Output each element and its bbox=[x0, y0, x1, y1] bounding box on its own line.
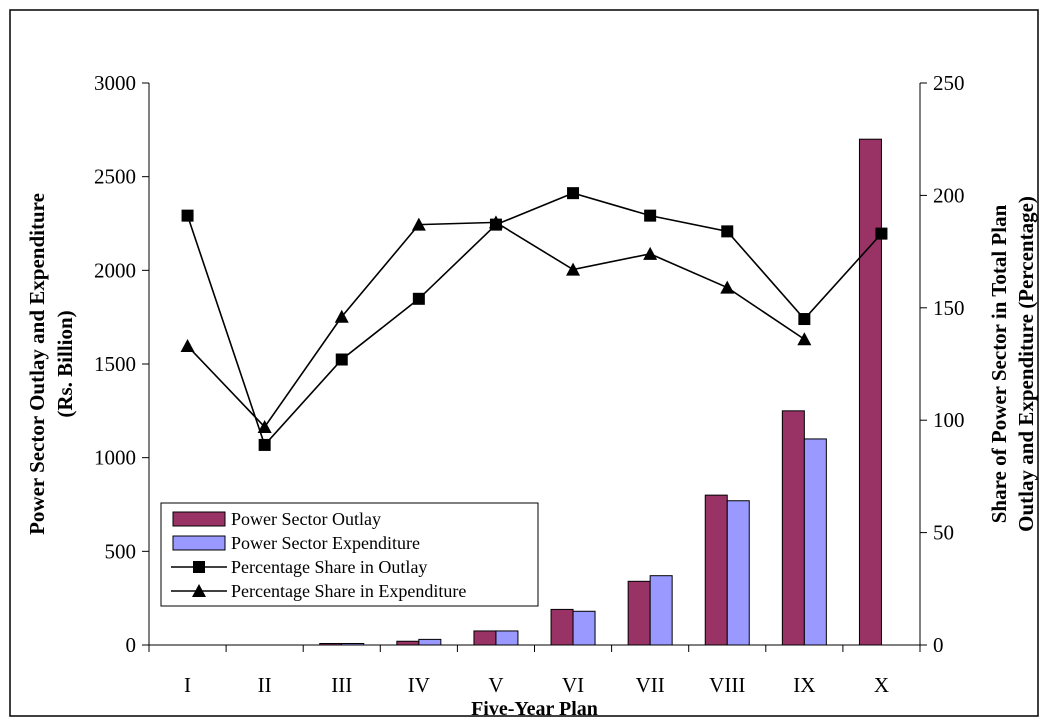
bar-power-sector-outlay bbox=[858, 138, 882, 646]
point-percentage-share-in-expenditure bbox=[720, 280, 735, 294]
bar-power-sector-outlay bbox=[473, 630, 497, 646]
x-tick-label: VIII bbox=[709, 673, 745, 697]
point-percentage-share-in-outlay bbox=[258, 438, 271, 451]
x-tick-label: V bbox=[488, 673, 503, 697]
right-axis-ticks: 0 50 100 150 200 250 bbox=[920, 71, 965, 657]
line-percentage-share-in-outlay bbox=[186, 192, 883, 447]
left-tick-label: 2000 bbox=[94, 258, 136, 282]
x-tick-label: X bbox=[874, 673, 889, 697]
bar-power-sector-outlay bbox=[550, 608, 574, 646]
bar-power-sector-outlay bbox=[319, 643, 343, 646]
point-percentage-share-in-expenditure bbox=[488, 215, 503, 229]
point-percentage-share-in-expenditure bbox=[411, 217, 426, 231]
y2-axis-label-unit: Outlay and Expenditure (Percentage) bbox=[1014, 196, 1038, 532]
bar-power-sector-outlay bbox=[781, 410, 805, 646]
right-tick-label: 250 bbox=[933, 71, 965, 95]
x-tick-label: VII bbox=[636, 673, 665, 697]
left-tick-label: 3000 bbox=[94, 71, 136, 95]
x-tick-label: IX bbox=[793, 673, 815, 697]
left-axis-ticks: 0 500 1000 1500 2000 2500 3000 bbox=[94, 71, 149, 657]
x-tick-label: VI bbox=[562, 673, 584, 697]
bar-power-sector-expenditure bbox=[649, 575, 673, 646]
left-tick-label: 1000 bbox=[94, 446, 136, 470]
point-percentage-share-in-outlay bbox=[798, 313, 811, 326]
point-percentage-share-in-outlay bbox=[567, 187, 580, 200]
x-tick-label: IV bbox=[408, 673, 430, 697]
right-tick-label: 50 bbox=[933, 521, 954, 545]
point-percentage-share-in-expenditure bbox=[797, 332, 812, 346]
point-percentage-share-in-expenditure bbox=[566, 262, 581, 276]
left-tick-label: 0 bbox=[126, 633, 137, 657]
bar-power-sector-expenditure bbox=[341, 643, 365, 646]
lines-layer bbox=[180, 187, 888, 451]
left-tick-label: 500 bbox=[105, 539, 137, 563]
point-percentage-share-in-outlay bbox=[335, 353, 348, 366]
bar-power-sector-outlay bbox=[396, 640, 420, 646]
legend-marker-percentage-share-in-outlay bbox=[193, 561, 205, 573]
x-axis-label: Five-Year Plan bbox=[471, 698, 598, 720]
point-percentage-share-in-outlay bbox=[412, 292, 425, 305]
legend-marker-percentage-share-in-expenditure bbox=[192, 584, 206, 597]
chart-border bbox=[9, 9, 1039, 717]
x-tick-label: III bbox=[331, 673, 352, 697]
legend-label: Power Sector Outlay bbox=[231, 509, 381, 529]
point-percentage-share-in-expenditure bbox=[643, 246, 658, 260]
bar-power-sector-outlay bbox=[627, 580, 651, 646]
legend-swatch-power-sector-outlay bbox=[172, 511, 226, 527]
point-percentage-share-in-expenditure bbox=[334, 309, 349, 323]
point-percentage-share-in-outlay bbox=[721, 225, 734, 238]
y-axis-label: Power Sector Outlay and Expenditure bbox=[25, 193, 49, 535]
legend-swatch-power-sector-expenditure bbox=[172, 535, 226, 551]
y-axis-label-unit: (Rs. Billion) bbox=[53, 310, 77, 417]
point-percentage-share-in-outlay bbox=[644, 209, 657, 222]
point-percentage-share-in-expenditure bbox=[180, 339, 195, 353]
bar-power-sector-expenditure bbox=[572, 610, 596, 646]
bar-power-sector-expenditure bbox=[418, 638, 442, 646]
chart-legend: Power Sector Outlay Power Sector Expendit… bbox=[160, 502, 539, 607]
right-tick-label: 100 bbox=[933, 408, 965, 432]
bar-power-sector-expenditure bbox=[726, 500, 750, 646]
legend-label: Percentage Share in Expenditure bbox=[231, 581, 466, 601]
bars-layer bbox=[319, 138, 882, 646]
bar-power-sector-outlay bbox=[704, 494, 728, 646]
point-percentage-share-in-outlay bbox=[875, 227, 888, 240]
point-percentage-share-in-expenditure bbox=[257, 419, 272, 433]
right-tick-label: 150 bbox=[933, 296, 965, 320]
x-tick-label: I bbox=[184, 673, 191, 697]
bar-power-sector-expenditure bbox=[495, 630, 519, 646]
left-tick-label: 1500 bbox=[94, 352, 136, 376]
point-percentage-share-in-outlay bbox=[181, 209, 194, 222]
y2-axis-label: Share of Power Sector in Total Plan bbox=[987, 204, 1011, 523]
x-axis-ticks: I II III IV V VI VII VIII IX X bbox=[148, 645, 921, 697]
x-tick-label: II bbox=[258, 673, 272, 697]
legend-label: Percentage Share in Outlay bbox=[231, 557, 427, 577]
right-tick-label: 200 bbox=[933, 183, 965, 207]
left-tick-label: 2500 bbox=[94, 165, 136, 189]
legend-label: Power Sector Expenditure bbox=[231, 533, 420, 553]
bar-power-sector-expenditure bbox=[803, 438, 827, 646]
right-tick-label: 0 bbox=[933, 633, 944, 657]
